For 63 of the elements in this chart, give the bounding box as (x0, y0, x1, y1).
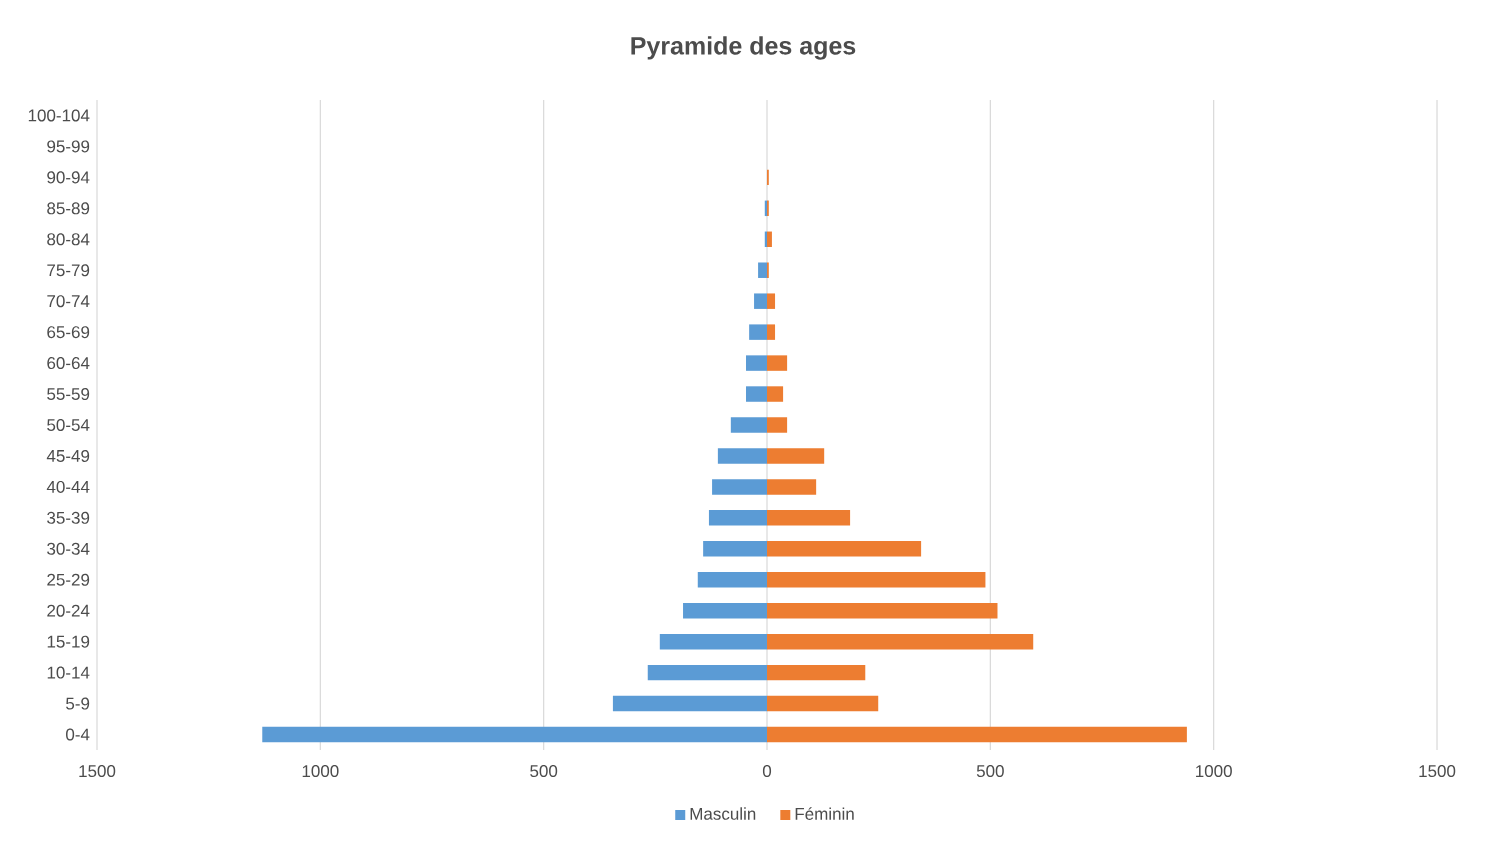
bar (712, 479, 768, 495)
x-tick-label: 500 (976, 765, 1004, 778)
y-tick-label: 60-64 (47, 357, 90, 370)
x-tick-label: 500 (530, 765, 558, 778)
bar (758, 262, 768, 278)
chart-title: Pyramide des ages (631, 36, 856, 60)
x-tick-label: 1500 (79, 765, 116, 778)
x-tick-label: 1000 (302, 765, 339, 778)
bar (767, 510, 851, 526)
legend-label: Féminin (795, 807, 854, 820)
bar (708, 510, 768, 526)
bar (659, 633, 768, 650)
y-tick-label: 95-99 (47, 140, 90, 153)
y-tick-label: 35-39 (47, 511, 90, 524)
y-tick-label: 100-104 (28, 109, 90, 122)
y-tick-label: 85-89 (47, 202, 90, 215)
y-tick-label: 90-94 (47, 171, 90, 184)
bar (767, 633, 1034, 650)
bar (746, 386, 768, 402)
bar (767, 541, 922, 557)
bar (767, 448, 825, 464)
bar (612, 695, 768, 712)
y-tick-label: 75-79 (47, 264, 90, 277)
bar (767, 695, 879, 712)
x-tick-label: 1000 (1196, 765, 1232, 778)
y-tick-label: 40-44 (46, 480, 90, 493)
bar (767, 324, 776, 340)
y-tick-label: 55-59 (47, 388, 90, 401)
bar (767, 479, 817, 495)
bar (730, 417, 768, 433)
y-tick-label: 50-54 (47, 418, 90, 431)
y-tick-label: 5-9 (66, 697, 90, 710)
y-tick-label: 80-84 (47, 233, 90, 246)
y-tick-label: 0-4 (66, 728, 90, 741)
bar (767, 726, 1187, 743)
bar (767, 417, 788, 433)
bar (746, 355, 768, 371)
bar (767, 602, 998, 619)
bar (767, 386, 784, 402)
bar (262, 726, 768, 743)
y-tick-label: 30-34 (47, 542, 90, 555)
bar (697, 572, 768, 588)
y-tick-label: 45-49 (46, 449, 90, 462)
x-tick-label: 1500 (1419, 765, 1456, 778)
bar (683, 602, 768, 619)
y-tick-label: 10-14 (47, 666, 90, 679)
y-tick-label: 25-29 (47, 573, 90, 586)
bar (767, 664, 866, 681)
bar (767, 572, 986, 588)
bar (767, 293, 776, 309)
x-tick-label: 0 (762, 765, 772, 778)
y-tick-label: 65-69 (47, 326, 90, 339)
y-tick-label: 15-19 (47, 635, 90, 648)
bar (703, 541, 768, 557)
legend-label: Masculin (690, 807, 756, 820)
bar (749, 324, 768, 340)
y-tick-label: 70-74 (47, 295, 90, 308)
bar (717, 448, 768, 464)
bar (767, 355, 788, 371)
bar (767, 231, 772, 248)
y-tick-label: 20-24 (47, 604, 90, 617)
bar (647, 664, 768, 681)
bar (754, 293, 768, 309)
